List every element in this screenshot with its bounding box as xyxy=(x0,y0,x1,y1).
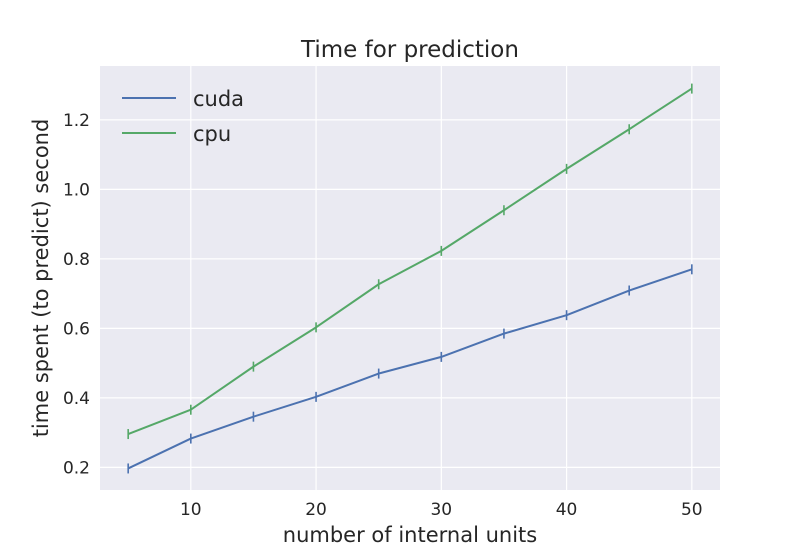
y-tick-label-1: 1.0 xyxy=(63,180,90,200)
y-tick-label-0.8: 0.8 xyxy=(63,250,90,270)
series-line-cpu xyxy=(127,87,693,435)
y-tick-label-0.2: 0.2 xyxy=(63,458,90,478)
y-axis-ticks: 0.2 0.4 0.6 0.8 1.0 1.2 xyxy=(63,111,90,479)
y-tick-label-1.2: 1.2 xyxy=(63,111,90,131)
legend-label-cuda: cuda xyxy=(193,87,244,111)
x-tick-label-50: 50 xyxy=(681,500,703,520)
legend-label-cpu: cpu xyxy=(193,122,231,146)
x-axis-label: number of internal units xyxy=(283,523,537,547)
y-tick-label-0.4: 0.4 xyxy=(63,389,90,409)
x-tick-label-20: 20 xyxy=(305,500,327,520)
series-layer xyxy=(127,83,693,474)
chart-title: Time for prediction xyxy=(300,37,519,63)
x-tick-label-40: 40 xyxy=(556,500,578,520)
x-tick-label-30: 30 xyxy=(430,500,452,520)
series-line-cuda xyxy=(127,268,693,470)
y-axis-label: time spent (to predict) second xyxy=(29,119,53,438)
legend: cuda cpu xyxy=(122,87,244,146)
x-tick-label-10: 10 xyxy=(180,500,202,520)
grid xyxy=(100,66,720,490)
x-axis-ticks: 10 20 30 40 50 xyxy=(180,500,703,520)
y-tick-label-0.6: 0.6 xyxy=(63,319,90,339)
